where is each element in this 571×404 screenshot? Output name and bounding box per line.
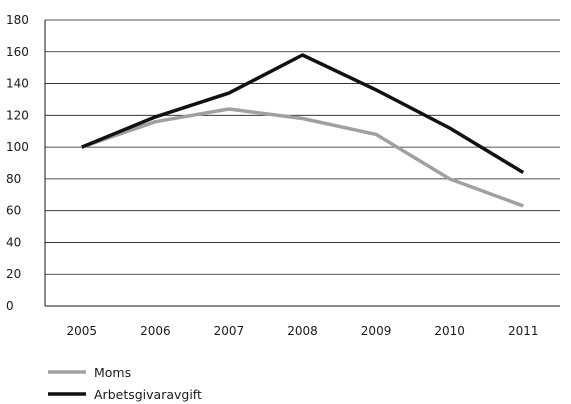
- legend: Moms Arbetsgivaravgift: [48, 365, 202, 402]
- x-tick-label: 2008: [287, 324, 318, 338]
- y-tick-label: 80: [6, 172, 21, 186]
- x-tick-label: 2011: [508, 324, 539, 338]
- x-tick-label: 2006: [140, 324, 171, 338]
- series-line-arbetsgivaravgift: [81, 53, 525, 174]
- y-tick-label: 180: [6, 13, 29, 27]
- chart-axes: [44, 20, 560, 307]
- series-lines: [81, 53, 525, 208]
- y-tick-label: 100: [6, 140, 29, 154]
- y-tick-label: 20: [6, 267, 21, 281]
- legend-label-moms: Moms: [94, 365, 131, 380]
- legend-label-arbetsgivaravgift: Arbetsgivaravgift: [94, 387, 202, 402]
- y-tick-label: 60: [6, 204, 21, 218]
- y-tick-label: 40: [6, 235, 21, 249]
- x-tick-labels: 2005 2006 2007 2008 2009 2010 2011: [67, 324, 539, 338]
- x-tick-label: 2009: [361, 324, 392, 338]
- x-tick-label: 2010: [434, 324, 465, 338]
- x-tick-label: 2007: [214, 324, 245, 338]
- series-line-moms: [81, 107, 524, 208]
- y-tick-label: 120: [6, 108, 29, 122]
- grid-lines: [45, 19, 560, 275]
- y-tick-label: 0: [6, 299, 14, 313]
- y-tick-labels: 0 20 40 60 80 100 120 140 160 180: [6, 13, 29, 313]
- x-tick-label: 2005: [67, 324, 98, 338]
- y-tick-label: 160: [6, 45, 29, 59]
- y-tick-label: 140: [6, 77, 29, 91]
